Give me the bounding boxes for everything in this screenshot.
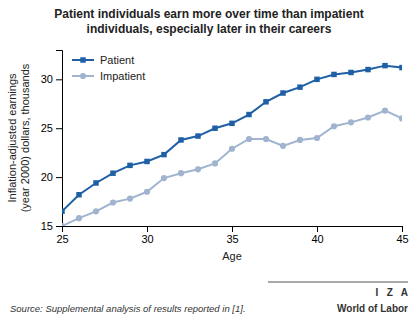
tick-label: 25 bbox=[41, 122, 53, 134]
point bbox=[161, 175, 167, 181]
legend-item: Impatient bbox=[72, 70, 145, 82]
x-axis-label: Age bbox=[222, 250, 242, 262]
legend-marker bbox=[80, 73, 86, 79]
point bbox=[76, 192, 81, 197]
point bbox=[212, 125, 217, 130]
tick: 25 bbox=[56, 226, 68, 245]
tick-label: 15 bbox=[41, 220, 53, 232]
point bbox=[280, 90, 285, 95]
tick-mark bbox=[402, 226, 403, 232]
point bbox=[195, 133, 200, 138]
tick-label: 30 bbox=[141, 233, 153, 245]
point bbox=[127, 196, 133, 202]
separator bbox=[268, 282, 408, 283]
plot: 25 30 35 40 45 15 20 25 30 Age Patient Impatient bbox=[41, 51, 409, 263]
tick: 40 bbox=[311, 226, 323, 245]
axis-line bbox=[56, 51, 63, 227]
chart: Patient individuals earn more over time … bbox=[0, 0, 418, 322]
point bbox=[212, 160, 218, 166]
point bbox=[127, 163, 132, 168]
point bbox=[110, 170, 115, 175]
tick-label: 45 bbox=[396, 233, 408, 245]
tick: 35 bbox=[226, 226, 238, 245]
point bbox=[161, 152, 166, 157]
point bbox=[348, 70, 353, 75]
title: Patient individuals earn more over time … bbox=[54, 7, 363, 36]
axis-line bbox=[63, 227, 403, 233]
point bbox=[144, 189, 150, 195]
y-axis-label: Inflation-adjusted earnings(year 2000) d… bbox=[6, 63, 31, 212]
point bbox=[110, 199, 116, 205]
line bbox=[62, 66, 402, 212]
legend-marker bbox=[80, 57, 85, 62]
tick-label: 20 bbox=[41, 171, 53, 183]
tick-mark bbox=[147, 226, 148, 232]
tick: 25 bbox=[41, 122, 62, 134]
tick-mark bbox=[56, 177, 62, 178]
legend-label: Impatient bbox=[100, 70, 145, 82]
tick-label: 40 bbox=[311, 233, 323, 245]
tick-label: 25 bbox=[56, 233, 68, 245]
tick-label: 30 bbox=[41, 73, 53, 85]
point bbox=[62, 223, 65, 226]
point bbox=[263, 99, 268, 104]
point bbox=[314, 135, 320, 141]
tick-mark bbox=[317, 226, 318, 232]
line bbox=[62, 111, 402, 226]
point bbox=[331, 123, 337, 129]
legend-item: Patient bbox=[72, 54, 134, 66]
point bbox=[246, 136, 252, 142]
point bbox=[76, 215, 82, 221]
tick: 45 bbox=[396, 226, 408, 245]
point bbox=[263, 136, 269, 142]
point bbox=[297, 84, 302, 89]
point bbox=[382, 63, 387, 68]
point bbox=[93, 208, 99, 214]
point bbox=[382, 108, 388, 114]
tick-label: 35 bbox=[226, 233, 238, 245]
tick: 15 bbox=[41, 220, 62, 232]
point bbox=[195, 166, 201, 172]
point bbox=[178, 137, 183, 142]
source-note: Source: Supplemental analysis of results… bbox=[10, 303, 246, 314]
tick-mark bbox=[56, 79, 62, 80]
tick: 30 bbox=[41, 73, 62, 85]
y-axis: 15 20 25 30 bbox=[41, 51, 63, 233]
point bbox=[365, 114, 371, 120]
tick: 30 bbox=[141, 226, 153, 245]
point bbox=[399, 65, 402, 70]
point bbox=[93, 180, 98, 185]
point bbox=[314, 77, 319, 82]
point bbox=[348, 119, 354, 125]
marks bbox=[62, 63, 402, 226]
tick: 20 bbox=[41, 171, 62, 183]
brand-label: World of Labor bbox=[337, 303, 408, 314]
point bbox=[280, 143, 286, 149]
point bbox=[229, 146, 235, 152]
x-axis: 25 30 35 40 45 bbox=[56, 226, 408, 245]
point bbox=[144, 159, 149, 164]
legend-label: Patient bbox=[100, 54, 134, 66]
point bbox=[178, 170, 184, 176]
point bbox=[229, 121, 234, 126]
point bbox=[297, 137, 303, 143]
tick-mark bbox=[56, 226, 62, 227]
brand-label: I Z A bbox=[376, 287, 408, 298]
legend: Patient Impatient bbox=[72, 54, 145, 82]
point bbox=[331, 72, 336, 77]
point bbox=[399, 115, 402, 121]
point bbox=[365, 67, 370, 72]
tick-mark bbox=[56, 128, 62, 129]
point bbox=[62, 209, 65, 214]
tick-mark bbox=[232, 226, 233, 232]
point bbox=[246, 112, 251, 117]
